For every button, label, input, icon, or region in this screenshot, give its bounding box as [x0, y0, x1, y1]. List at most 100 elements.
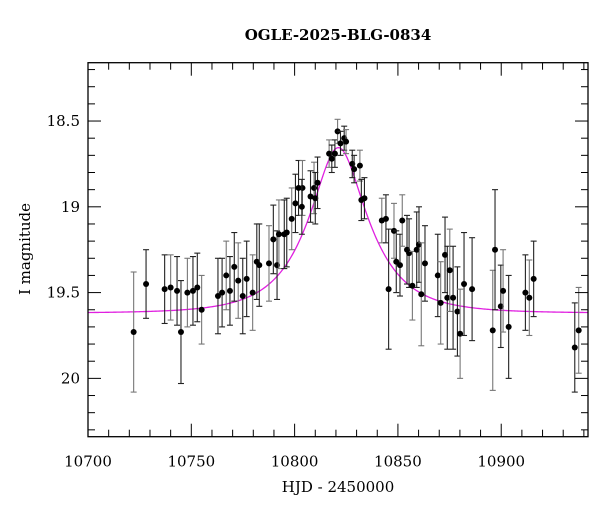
point-marker — [356, 162, 363, 169]
data-point — [446, 228, 453, 313]
point-marker — [288, 215, 295, 222]
model-curve — [87, 146, 589, 314]
data-point — [288, 187, 295, 251]
point-marker — [226, 287, 233, 294]
point-marker — [396, 262, 403, 269]
data-point — [522, 254, 529, 331]
point-marker — [413, 246, 420, 253]
point-marker — [351, 166, 358, 173]
data-point — [351, 154, 358, 184]
data-point — [571, 302, 578, 393]
point-marker — [489, 327, 496, 334]
point-marker — [314, 179, 321, 186]
data-point — [243, 240, 250, 318]
point-marker — [444, 294, 451, 301]
data-point — [457, 288, 464, 379]
point-marker — [275, 231, 282, 238]
point-marker — [177, 329, 184, 336]
point-marker — [418, 291, 425, 298]
data-point — [343, 129, 350, 155]
point-marker — [265, 260, 272, 267]
point-marker — [522, 289, 529, 296]
data-points — [130, 118, 582, 393]
point-marker — [214, 293, 221, 300]
point-marker — [469, 286, 476, 293]
model-line — [87, 146, 589, 314]
data-point — [189, 256, 196, 326]
data-point — [413, 211, 420, 288]
point-marker — [575, 327, 582, 334]
point-marker — [497, 303, 504, 310]
point-marker — [328, 155, 335, 162]
x-tick-label: 10850 — [374, 453, 422, 471]
point-marker — [492, 246, 499, 253]
x-tick-label: 10750 — [167, 453, 215, 471]
point-marker — [161, 286, 168, 293]
point-marker — [219, 289, 226, 296]
data-point — [461, 231, 468, 337]
point-marker — [270, 236, 277, 243]
point-marker — [434, 272, 441, 279]
point-marker — [361, 195, 368, 202]
data-point — [489, 269, 496, 391]
data-point — [198, 274, 205, 345]
data-point — [399, 194, 406, 247]
point-marker — [130, 329, 137, 336]
y-tick-label: 19 — [61, 198, 80, 216]
x-axis-ticks: 10700 10750 10800 10850 10900 — [64, 62, 585, 471]
point-marker — [283, 229, 290, 236]
point-marker — [143, 281, 150, 288]
data-point — [409, 250, 416, 321]
point-marker — [526, 294, 533, 301]
point-marker — [505, 323, 512, 330]
y-tick-label: 19.5 — [47, 284, 80, 302]
data-point — [143, 249, 150, 319]
point-marker — [311, 184, 318, 191]
point-marker — [249, 289, 256, 296]
point-marker — [421, 260, 428, 267]
data-point — [526, 259, 533, 337]
data-point — [167, 254, 174, 321]
point-marker — [454, 308, 461, 315]
data-point — [314, 156, 321, 210]
data-point — [231, 231, 238, 302]
point-marker — [437, 299, 444, 306]
data-point — [500, 249, 507, 333]
data-point — [235, 242, 242, 319]
data-point — [505, 274, 512, 379]
point-marker — [331, 150, 338, 157]
data-point — [530, 240, 537, 318]
x-axis-label: HJD - 2450000 — [282, 478, 395, 496]
y-tick-label: 20 — [61, 369, 80, 387]
data-point — [307, 170, 314, 223]
axes-frame — [87, 62, 589, 438]
point-marker — [442, 251, 449, 258]
point-marker — [450, 294, 457, 301]
y-axis-label: I magnitude — [16, 203, 34, 295]
data-point — [575, 286, 582, 374]
point-marker — [243, 275, 250, 282]
data-point — [239, 257, 246, 335]
point-marker — [385, 286, 392, 293]
data-point — [174, 256, 181, 326]
point-marker — [382, 215, 389, 222]
x-tick-label: 10900 — [477, 453, 525, 471]
data-point — [214, 257, 221, 335]
point-marker — [446, 267, 453, 274]
data-point — [194, 252, 201, 323]
data-point — [177, 280, 184, 385]
data-point — [219, 257, 226, 328]
data-point — [442, 216, 449, 294]
point-marker — [298, 203, 305, 210]
data-point — [270, 204, 277, 275]
point-marker — [326, 150, 333, 157]
data-point — [356, 149, 363, 182]
point-marker — [343, 138, 350, 145]
point-marker — [235, 277, 242, 284]
data-point — [249, 254, 256, 331]
point-marker — [194, 284, 201, 291]
point-marker — [223, 272, 230, 279]
point-marker — [530, 275, 537, 282]
data-point — [161, 254, 168, 325]
data-point — [326, 139, 333, 168]
